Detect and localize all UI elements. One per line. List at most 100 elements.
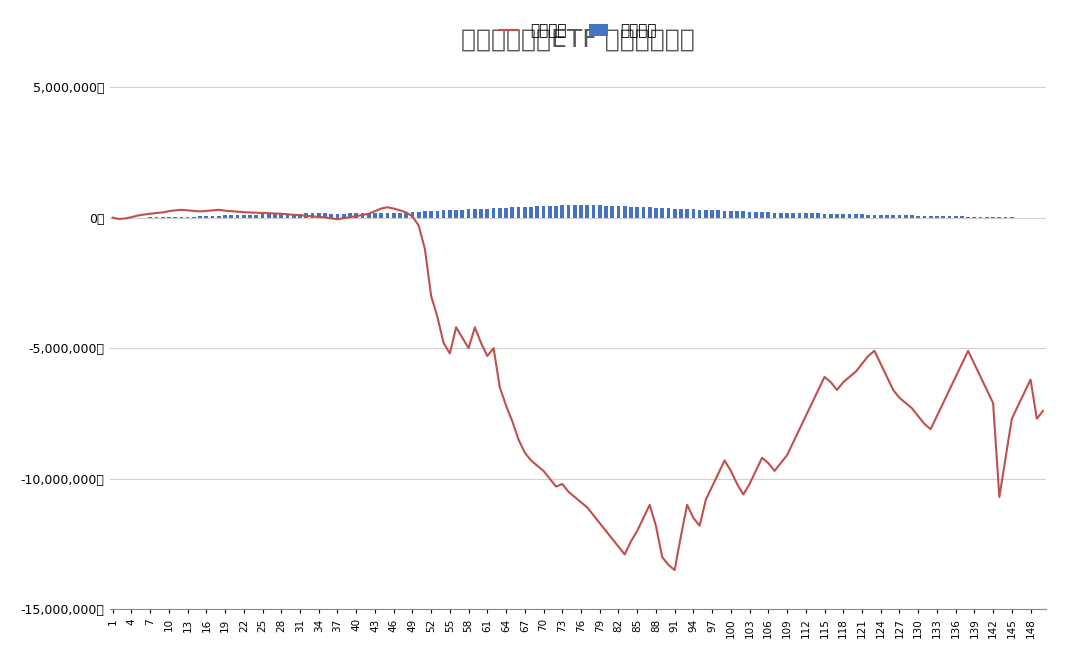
- Bar: [885, 215, 889, 217]
- 評価損益: [418, 245, 431, 253]
- Bar: [754, 212, 758, 217]
- Bar: [798, 213, 801, 217]
- Bar: [866, 215, 870, 217]
- Bar: [435, 211, 440, 217]
- Bar: [404, 213, 408, 217]
- Bar: [954, 216, 957, 217]
- Bar: [891, 215, 895, 217]
- Bar: [917, 215, 920, 217]
- Bar: [392, 213, 396, 217]
- Bar: [379, 213, 383, 217]
- Bar: [829, 214, 832, 217]
- Bar: [842, 214, 845, 217]
- Bar: [879, 215, 882, 217]
- Line: 評価損益: 評価損益: [113, 207, 1044, 570]
- Bar: [505, 208, 508, 217]
- Bar: [560, 206, 564, 217]
- Bar: [711, 210, 714, 217]
- Bar: [398, 213, 402, 217]
- 評価損益: [637, 514, 650, 522]
- Bar: [461, 210, 464, 217]
- Bar: [779, 213, 783, 217]
- Bar: [586, 205, 589, 217]
- Bar: [823, 214, 826, 217]
- Bar: [860, 214, 864, 217]
- Bar: [591, 205, 595, 217]
- Bar: [310, 214, 315, 217]
- Bar: [766, 212, 770, 217]
- Bar: [217, 215, 221, 217]
- Bar: [536, 206, 539, 217]
- Bar: [267, 214, 271, 217]
- Bar: [249, 215, 252, 217]
- 評価損益: [1037, 407, 1050, 415]
- Bar: [928, 216, 933, 217]
- Bar: [660, 208, 664, 217]
- Bar: [760, 212, 764, 217]
- Bar: [623, 206, 626, 217]
- Bar: [735, 211, 739, 217]
- Bar: [223, 215, 227, 217]
- Bar: [704, 210, 707, 217]
- Bar: [385, 213, 389, 217]
- Bar: [617, 206, 620, 217]
- Title: トライオートETF 週別運用実績: トライオートETF 週別運用実績: [461, 27, 695, 51]
- Bar: [510, 208, 514, 217]
- Bar: [785, 213, 789, 217]
- Bar: [448, 210, 451, 217]
- Bar: [485, 208, 489, 217]
- Bar: [547, 206, 552, 217]
- Bar: [455, 210, 458, 217]
- Bar: [260, 214, 265, 217]
- Bar: [210, 216, 214, 217]
- Bar: [348, 214, 352, 217]
- Bar: [554, 206, 558, 217]
- Bar: [641, 207, 646, 217]
- Bar: [361, 214, 364, 217]
- Bar: [835, 214, 839, 217]
- Bar: [873, 215, 876, 217]
- Legend: 評価損益, 実現損益: 評価損益, 実現損益: [493, 18, 663, 45]
- Bar: [729, 211, 733, 217]
- Bar: [479, 209, 483, 217]
- Bar: [910, 215, 913, 217]
- Bar: [904, 215, 908, 217]
- Bar: [242, 215, 245, 217]
- Bar: [635, 207, 639, 217]
- Bar: [579, 204, 583, 217]
- Bar: [679, 209, 683, 217]
- Bar: [442, 210, 446, 217]
- Bar: [542, 206, 545, 217]
- Bar: [516, 207, 521, 217]
- Bar: [466, 210, 471, 217]
- Bar: [604, 206, 608, 217]
- 評価損益: [762, 459, 775, 467]
- Bar: [498, 208, 501, 217]
- Bar: [792, 213, 795, 217]
- Bar: [935, 216, 939, 217]
- 評価損益: [107, 214, 120, 221]
- Bar: [292, 214, 296, 217]
- Bar: [473, 209, 477, 217]
- 評価損益: [600, 527, 612, 535]
- Bar: [803, 214, 808, 217]
- Bar: [742, 212, 745, 217]
- Bar: [336, 214, 339, 217]
- Bar: [236, 215, 239, 217]
- Bar: [691, 210, 696, 217]
- Bar: [947, 216, 952, 217]
- Bar: [748, 212, 751, 217]
- Bar: [630, 207, 633, 217]
- Bar: [354, 214, 359, 217]
- Bar: [367, 213, 370, 217]
- Bar: [598, 206, 602, 217]
- Bar: [648, 208, 652, 217]
- Bar: [854, 214, 858, 217]
- Bar: [492, 208, 495, 217]
- Bar: [286, 214, 289, 217]
- Bar: [816, 214, 821, 217]
- Bar: [373, 213, 377, 217]
- Bar: [523, 207, 527, 217]
- Bar: [304, 214, 308, 217]
- Bar: [417, 212, 420, 217]
